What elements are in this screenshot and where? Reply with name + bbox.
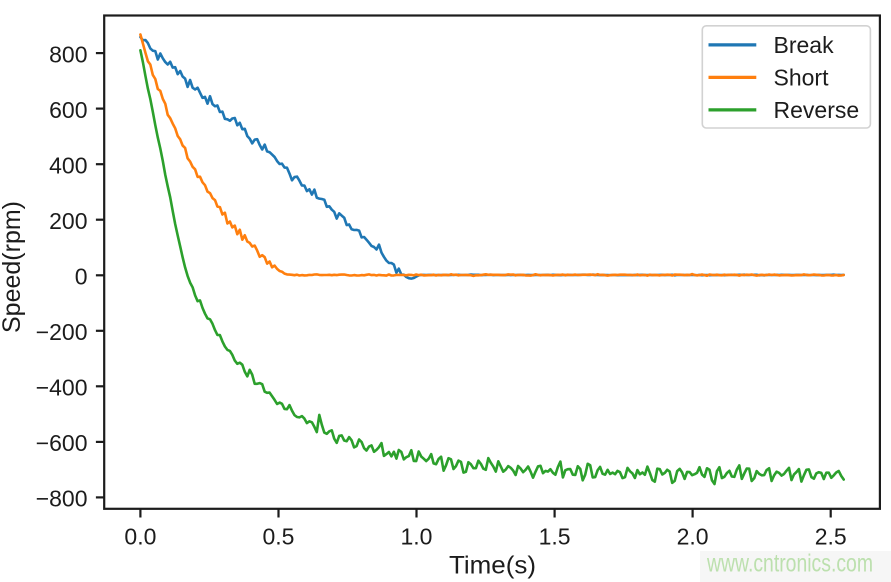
svg-text:Reverse: Reverse — [774, 97, 860, 123]
svg-text:−600: −600 — [36, 430, 88, 456]
svg-text:2.0: 2.0 — [677, 524, 709, 550]
svg-text:Break: Break — [774, 32, 835, 58]
svg-text:www.cntronics.com: www.cntronics.com — [706, 550, 873, 578]
svg-text:−200: −200 — [36, 319, 88, 345]
svg-text:Time(s): Time(s) — [449, 552, 536, 580]
svg-text:600: 600 — [49, 97, 87, 123]
svg-text:Speed(rpm): Speed(rpm) — [0, 201, 26, 333]
svg-text:1.0: 1.0 — [401, 524, 433, 550]
svg-text:0: 0 — [75, 264, 88, 290]
svg-text:400: 400 — [49, 153, 87, 179]
svg-text:800: 800 — [49, 41, 87, 67]
svg-text:0.0: 0.0 — [124, 524, 156, 550]
svg-text:1.5: 1.5 — [539, 524, 571, 550]
svg-text:Short: Short — [774, 65, 830, 91]
svg-text:0.5: 0.5 — [263, 524, 295, 550]
svg-text:200: 200 — [49, 208, 87, 234]
svg-text:−800: −800 — [36, 486, 88, 512]
svg-text:2.5: 2.5 — [815, 524, 847, 550]
svg-text:−400: −400 — [36, 375, 88, 401]
